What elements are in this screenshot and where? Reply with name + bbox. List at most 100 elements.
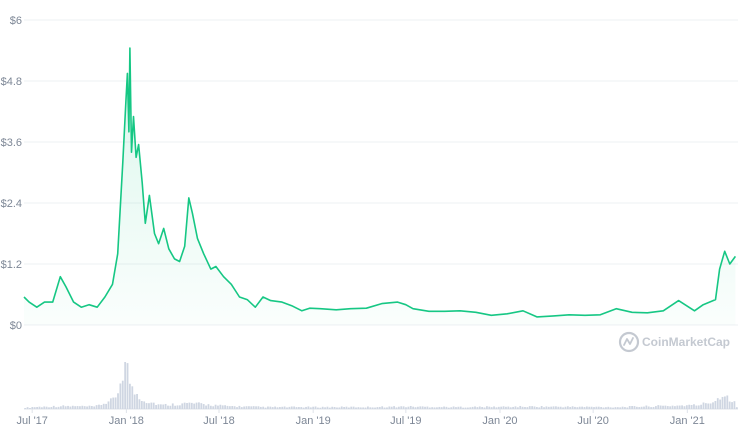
- volume-bar: [98, 404, 100, 409]
- volume-bar: [67, 405, 69, 409]
- volume-bar: [100, 405, 103, 409]
- volume-bar: [445, 406, 448, 409]
- volume-bar: [650, 407, 653, 409]
- volume-bar: [735, 407, 738, 409]
- volume-bar: [486, 406, 488, 409]
- volume-bar: [138, 399, 141, 409]
- volume-bar: [571, 406, 574, 409]
- volume-bar: [198, 402, 200, 409]
- volume-bar: [590, 406, 593, 409]
- volume-bar: [343, 406, 346, 409]
- volume-bar: [362, 407, 365, 409]
- volume-bar: [659, 405, 662, 409]
- volume-bar: [52, 405, 55, 409]
- volume-bar: [302, 407, 305, 409]
- volume-bar: [719, 399, 722, 409]
- volume-bar: [336, 407, 338, 409]
- volume-bar: [724, 396, 726, 409]
- volume-bar: [109, 398, 112, 409]
- volume-bar: [88, 405, 91, 409]
- volume-bar: [328, 407, 331, 409]
- volume-bar: [695, 405, 698, 409]
- volume-bar: [447, 407, 450, 409]
- volume-bar: [214, 404, 217, 409]
- volume-bar: [326, 406, 329, 409]
- volume-bar: [283, 406, 286, 409]
- price-area: [24, 48, 736, 325]
- volume-bar: [712, 402, 714, 409]
- volume-bar: [57, 406, 60, 409]
- volume-bar: [471, 406, 474, 409]
- volume-bar: [383, 407, 386, 409]
- volume-bar: [616, 407, 619, 409]
- volume-bar: [155, 405, 157, 409]
- volume-bar: [145, 403, 148, 409]
- volume-bar: [31, 407, 34, 409]
- volume-bar: [666, 406, 669, 409]
- volume-bar: [731, 402, 733, 409]
- volume-bar: [512, 406, 514, 409]
- volume-bar: [547, 406, 550, 409]
- volume-bar: [397, 406, 400, 409]
- volume-bar: [459, 406, 462, 409]
- volume-bar: [43, 406, 46, 409]
- volume-bar: [488, 406, 491, 409]
- volume-bar: [478, 406, 481, 409]
- volume-bar: [278, 406, 281, 409]
- volume-bar: [190, 402, 193, 409]
- volume-bar: [507, 406, 510, 409]
- volume-bar: [440, 407, 443, 409]
- volume-bar: [295, 407, 298, 409]
- volume-bar: [569, 406, 572, 409]
- volume-bar: [305, 406, 307, 409]
- volume-bar: [583, 407, 586, 409]
- volume-bar: [678, 405, 681, 409]
- volume-bar: [426, 406, 429, 409]
- volume-bar: [307, 406, 310, 409]
- volume-bar: [143, 401, 146, 409]
- volume-bar: [388, 406, 391, 409]
- volume-bar: [409, 405, 412, 409]
- volume-bar: [207, 404, 210, 409]
- volume-bar: [619, 407, 622, 409]
- volume-bar: [645, 405, 648, 409]
- volume-bar: [464, 407, 467, 409]
- volume-bar: [433, 407, 436, 409]
- volume-bar: [624, 407, 626, 409]
- volume-bar: [524, 407, 526, 409]
- volume-bar: [416, 406, 419, 409]
- volume-bar: [412, 406, 415, 409]
- volume-bar: [297, 407, 300, 409]
- x-tick-label: Jan '21: [670, 415, 705, 427]
- volume-bar: [664, 405, 667, 409]
- volume-bar: [74, 406, 77, 409]
- volume-bar: [452, 406, 455, 409]
- volume-bar: [193, 403, 196, 409]
- volume-bar: [609, 407, 612, 409]
- price-line: [23, 47, 737, 318]
- volume-bar: [176, 405, 179, 409]
- volume-bars: [24, 362, 738, 409]
- x-tick-label: Jul '17: [16, 415, 47, 427]
- volume-bar: [243, 406, 246, 409]
- volume-bar: [359, 407, 362, 409]
- volume-bar: [81, 405, 84, 409]
- volume-bar: [533, 406, 536, 409]
- volume-bar: [124, 362, 127, 409]
- volume-bar: [676, 405, 679, 409]
- volume-bar: [40, 407, 43, 409]
- volume-bar: [309, 407, 312, 409]
- volume-bar: [602, 407, 605, 409]
- volume-bar: [505, 406, 507, 409]
- volume-bar: [317, 407, 319, 409]
- volume-bar: [607, 406, 610, 409]
- coinmarketcap-watermark: CoinMarketCap: [618, 331, 730, 353]
- volume-bar: [621, 406, 624, 409]
- volume-bar: [400, 406, 403, 409]
- volume-bar: [252, 406, 255, 409]
- x-tick-label: Jul '19: [390, 415, 421, 427]
- volume-bar: [95, 405, 98, 409]
- volume-bar: [209, 405, 212, 409]
- volume-bar: [728, 401, 731, 409]
- volume-bar: [526, 407, 529, 409]
